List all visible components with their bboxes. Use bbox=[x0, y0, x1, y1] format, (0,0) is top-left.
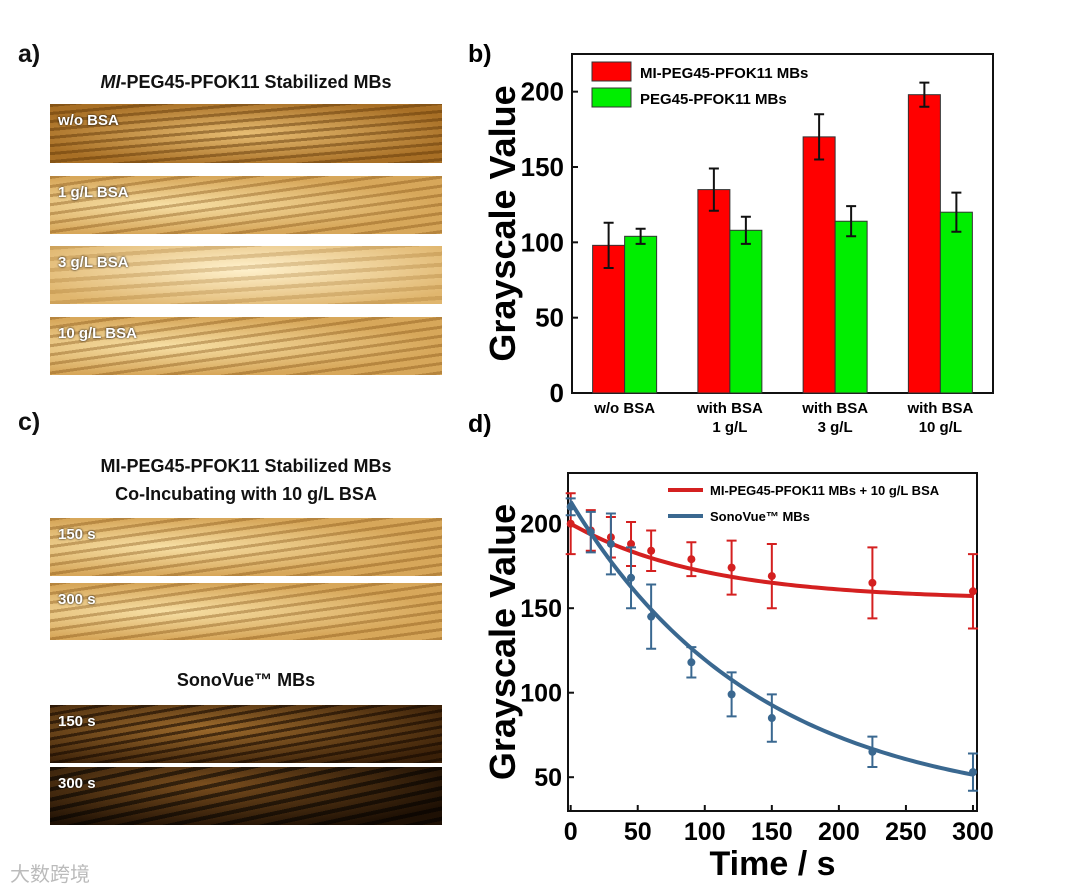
data-point bbox=[647, 546, 656, 555]
data-point bbox=[687, 555, 696, 564]
x-tick-label: w/o BSA bbox=[593, 400, 655, 417]
y-tick-label: 0 bbox=[550, 378, 564, 408]
panel-c-title-1: MI-PEG45-PFOK11 Stabilized MBs bbox=[100, 456, 392, 476]
y-tick-label: 200 bbox=[520, 511, 562, 539]
data-point bbox=[566, 502, 575, 511]
legend-label: MI-PEG45-PFOK11 MBs bbox=[640, 65, 808, 82]
data-point bbox=[627, 539, 636, 548]
x-axis-label: Time / s bbox=[710, 845, 836, 883]
data-point bbox=[727, 690, 736, 699]
y-tick-label: 50 bbox=[534, 764, 562, 792]
panel-c-label: c) bbox=[18, 408, 41, 436]
y-axis-label: Grayscale Value bbox=[482, 85, 523, 361]
ultrasound-image: w/o BSA bbox=[50, 104, 442, 163]
data-point bbox=[647, 612, 656, 621]
bar bbox=[729, 229, 763, 394]
bar bbox=[939, 211, 973, 394]
ultrasound-image: 3 g/L BSA bbox=[50, 246, 442, 304]
bar bbox=[697, 189, 731, 394]
y-tick-label: 100 bbox=[520, 680, 562, 708]
error-bar bbox=[635, 227, 646, 245]
plot-frame bbox=[571, 53, 994, 394]
error-bar bbox=[603, 221, 614, 269]
error-bar bbox=[951, 191, 962, 233]
panel-a-label: a) bbox=[18, 40, 41, 68]
ultrasound-image: 10 g/L BSA bbox=[50, 317, 442, 375]
x-tick-label: 50 bbox=[624, 818, 652, 846]
legend-swatch bbox=[591, 87, 632, 108]
y-tick-label: 100 bbox=[521, 227, 564, 257]
data-point bbox=[968, 768, 977, 777]
error-bar bbox=[708, 167, 719, 212]
y-axis-label: Grayscale Value bbox=[482, 504, 523, 780]
ultrasound-image: 150 s bbox=[50, 705, 442, 763]
ultrasound-image: 150 s bbox=[50, 518, 442, 576]
x-tick-label: with BSA bbox=[696, 400, 763, 417]
panel-a-title: MI-PEG45-PFOK11 Stabilized MBs bbox=[100, 72, 392, 92]
data-point bbox=[627, 573, 636, 582]
data-point bbox=[586, 528, 595, 537]
panel-d-label: d) bbox=[468, 410, 492, 438]
y-tick-label: 50 bbox=[535, 303, 564, 333]
error-bar bbox=[919, 81, 930, 108]
ultrasound-image: 300 s bbox=[50, 583, 442, 640]
x-tick-label: 300 bbox=[952, 818, 994, 846]
x-tick-label: with BSA bbox=[801, 400, 868, 417]
x-tick-label: 3 g/L bbox=[818, 419, 853, 436]
y-tick-label: 150 bbox=[521, 152, 564, 182]
legend-label: SonoVue™ MBs bbox=[710, 509, 810, 524]
data-point bbox=[868, 747, 877, 756]
bar bbox=[834, 220, 868, 394]
panel-c-title-2: Co-Incubating with 10 g/L BSA bbox=[115, 484, 377, 504]
error-bar bbox=[740, 215, 751, 245]
x-tick-label: 250 bbox=[885, 818, 927, 846]
x-tick-label: 150 bbox=[751, 818, 793, 846]
legend-label: MI-PEG45-PFOK11 MBs + 10 g/L BSA bbox=[710, 483, 940, 498]
error-bar bbox=[814, 113, 825, 161]
data-point bbox=[687, 658, 696, 667]
x-tick-label: 10 g/L bbox=[919, 419, 962, 436]
legend-label: PEG45-PFOK11 MBs bbox=[640, 91, 787, 108]
data-point bbox=[868, 578, 877, 587]
watermark: 大数跨境 bbox=[10, 864, 90, 886]
bar bbox=[907, 94, 941, 394]
data-point bbox=[727, 563, 736, 572]
bar bbox=[802, 136, 836, 394]
x-tick-label: 100 bbox=[684, 818, 726, 846]
legend-swatch bbox=[591, 61, 632, 82]
y-tick-label: 150 bbox=[520, 595, 562, 623]
error-bar bbox=[846, 205, 857, 238]
data-point bbox=[767, 714, 776, 723]
data-point bbox=[968, 587, 977, 596]
y-tick-label: 200 bbox=[521, 77, 564, 107]
ultrasound-image: 1 g/L BSA bbox=[50, 176, 442, 234]
panel-b-label: b) bbox=[468, 40, 492, 68]
sonovue-title: SonoVue™ MBs bbox=[176, 670, 316, 690]
data-point bbox=[566, 519, 575, 528]
x-tick-label: 0 bbox=[564, 818, 578, 846]
x-tick-label: with BSA bbox=[906, 400, 973, 417]
data-point bbox=[606, 539, 615, 548]
x-tick-label: 200 bbox=[818, 818, 860, 846]
data-point bbox=[767, 572, 776, 581]
ultrasound-image: 300 s bbox=[50, 767, 442, 825]
x-tick-label: 1 g/L bbox=[712, 419, 747, 436]
bar bbox=[624, 235, 658, 394]
